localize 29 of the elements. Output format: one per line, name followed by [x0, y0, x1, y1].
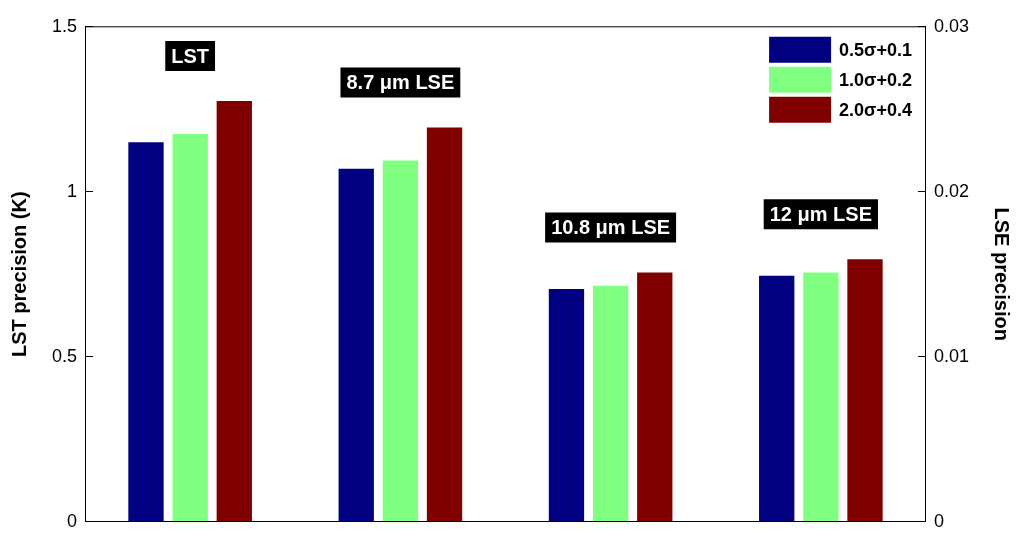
y-tick-label: 0: [67, 510, 78, 531]
bar: [847, 259, 883, 522]
y2-tick-label: 0: [933, 510, 944, 531]
y-tick-label: 1.5: [51, 15, 78, 36]
bar: [382, 160, 419, 522]
bar: [759, 275, 795, 522]
annotation: LST: [171, 44, 210, 67]
y2-tick-label: 0.02: [933, 180, 970, 201]
legend-label: 1.0σ+0.2: [839, 69, 912, 90]
y-tick-label: 1: [67, 180, 78, 201]
bar: [637, 272, 673, 522]
bar: [216, 101, 252, 522]
y2-axis-title: LSE precision: [991, 207, 1014, 341]
annotation: 10.8 μm LSE: [551, 216, 671, 239]
annotation: 12 μm LSE: [769, 202, 872, 225]
y2-tick-label: 0.03: [933, 15, 970, 36]
legend-label: 0.5σ+0.1: [839, 39, 912, 60]
bar: [803, 272, 839, 522]
bar: [426, 127, 463, 522]
y2-tick-label: 0.01: [933, 345, 970, 366]
y-axis-title: LST precision (K): [7, 191, 30, 357]
bar: [172, 134, 208, 522]
bar: [548, 289, 585, 522]
legend-label: 2.0σ+0.4: [839, 99, 912, 120]
annotation: 8.7 μm LSE: [346, 70, 455, 93]
bar: [592, 285, 629, 522]
bar: [128, 142, 164, 522]
bar: [338, 168, 374, 522]
y-tick-label: 0.5: [51, 345, 78, 366]
